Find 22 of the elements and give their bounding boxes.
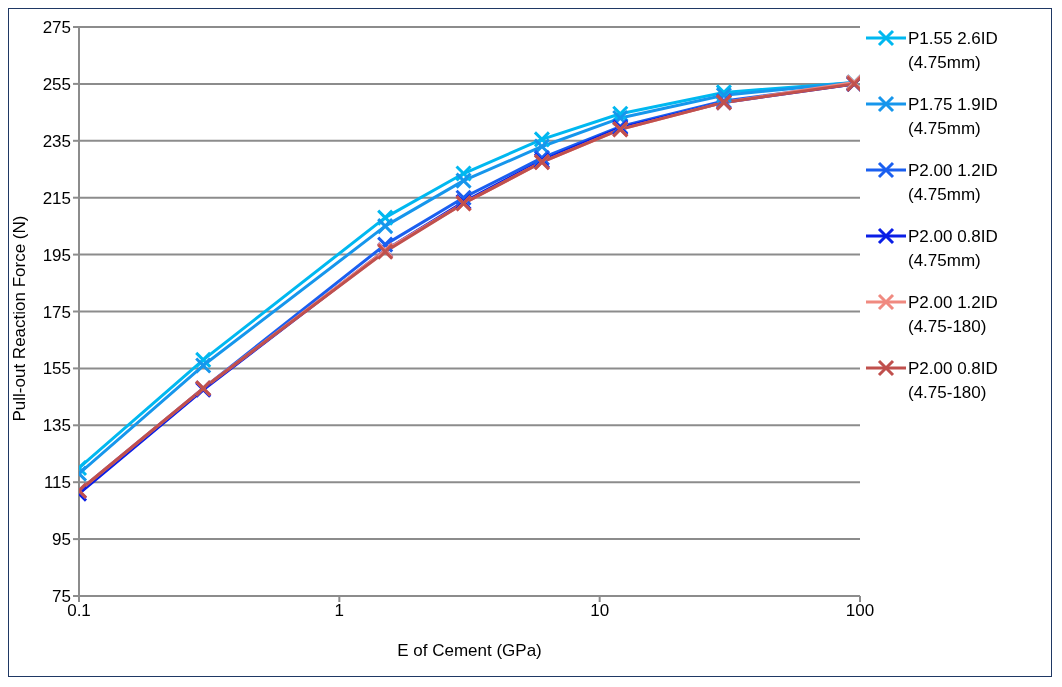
y-axis-title: Pull-out Reaction Force (N) [10, 215, 30, 422]
y-tick-label: 135 [42, 416, 71, 436]
legend-label: P2.00 0.8ID (4.75mm) [908, 226, 999, 272]
legend-label: P2.00 1.2ID (4.75mm) [908, 160, 999, 206]
y-tick-label: 155 [42, 359, 71, 379]
y-tick-label: 115 [43, 473, 71, 493]
legend-label: P1.55 2.6ID (4.75mm) [908, 28, 999, 74]
x-tick-label: 100 [845, 601, 875, 621]
legend-label: P2.00 1.2ID (4.75-180) [908, 292, 999, 338]
x-tick-label: 1 [334, 601, 345, 621]
y-tick-label: 275 [42, 18, 71, 38]
x-tick-label: 0.1 [67, 601, 91, 621]
y-tick-label: 95 [52, 530, 71, 550]
x-tick-label: 10 [590, 601, 610, 621]
y-tick-label: 175 [42, 302, 71, 322]
y-tick-label: 235 [42, 131, 71, 151]
legend-label: P1.75 1.9ID (4.75mm) [908, 94, 999, 140]
x-axis-title: E of Cement (GPa) [397, 641, 542, 660]
y-tick-label: 215 [42, 188, 71, 208]
y-tick-label: 255 [42, 74, 71, 94]
y-tick-label: 195 [42, 245, 71, 265]
legend-label: P2.00 0.8ID (4.75-180) [908, 358, 999, 404]
